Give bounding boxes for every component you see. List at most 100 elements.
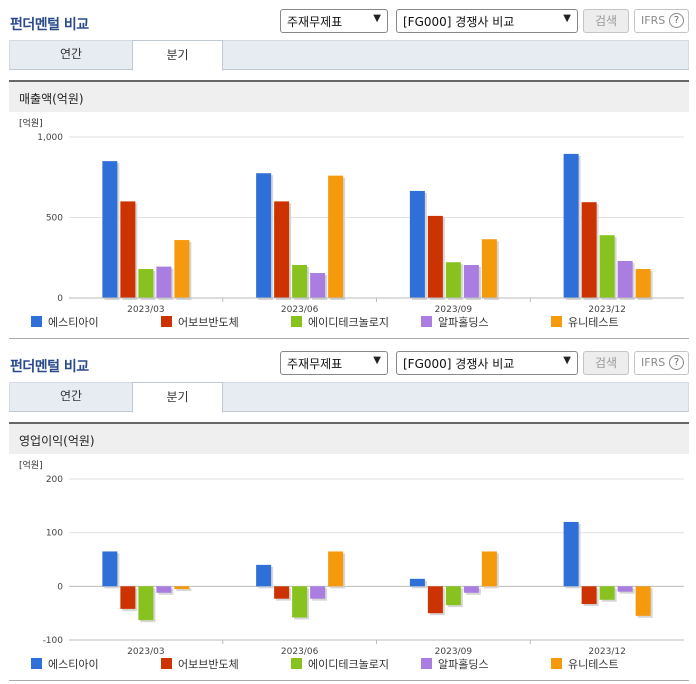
- bar: [274, 201, 290, 298]
- help-icon: ?: [669, 13, 684, 28]
- chevron-down-icon: ▼: [563, 13, 571, 24]
- bar: [463, 586, 479, 593]
- legend-swatch: [291, 658, 302, 669]
- bar: [156, 586, 172, 593]
- legend-swatch: [31, 316, 42, 327]
- x-tick-label: 2023/12: [588, 647, 625, 657]
- legend-swatch: [551, 658, 562, 669]
- tab-annual[interactable]: 연간: [59, 389, 83, 403]
- panel-title: 펀더멘털 비교: [10, 359, 89, 375]
- bar: [328, 175, 344, 298]
- bar: [445, 262, 461, 298]
- statement-type-select[interactable]: 주재무제표 ▼: [280, 351, 388, 375]
- bar: [328, 551, 344, 587]
- bar: [617, 260, 633, 298]
- legend-swatch: [421, 316, 432, 327]
- period-tabs: 연간 분기: [9, 40, 689, 71]
- section-header: 영업이익(억원): [9, 422, 689, 454]
- bar: [174, 586, 190, 590]
- bar: [409, 578, 425, 587]
- tab-quarterly[interactable]: 분기: [132, 382, 223, 413]
- chevron-down-icon: ▼: [563, 355, 571, 366]
- bar: [256, 173, 272, 298]
- bar: [120, 586, 136, 609]
- x-tick-label: 2023/12: [588, 305, 625, 315]
- revenue-chart: [억원] 0 500 1,000 2023/03 2023/06 2023/09 2023/1…: [9, 114, 689, 339]
- y-unit-label: [억원]: [19, 117, 43, 129]
- bar: [427, 215, 443, 298]
- y-tick-label: 1,000: [37, 133, 63, 143]
- chevron-down-icon: ▼: [373, 355, 381, 366]
- bar: [174, 240, 190, 298]
- y-tick-label: 500: [46, 214, 63, 224]
- ifrs-help-button[interactable]: IFRS ?: [634, 9, 689, 33]
- legend-label: 에이디테크놀로지: [308, 658, 389, 671]
- bar: [481, 239, 497, 298]
- x-tick-label: 2023/09: [435, 647, 473, 657]
- statement-type-select[interactable]: 주재무제표 ▼: [280, 9, 388, 33]
- legend-swatch: [291, 316, 302, 327]
- bar: [445, 586, 461, 606]
- bar: [635, 586, 651, 616]
- bar: [427, 586, 443, 614]
- ifrs-label: IFRS: [641, 14, 666, 27]
- legend-label: 에이디테크놀로지: [308, 316, 389, 329]
- bar: [274, 586, 290, 599]
- bar: [138, 269, 154, 298]
- legend-swatch: [161, 658, 172, 669]
- bar: [481, 551, 497, 587]
- legend-label: 에스티아이: [48, 316, 99, 329]
- bar: [599, 586, 615, 600]
- y-tick-label: 200: [46, 475, 63, 485]
- x-tick-label: 2023/06: [281, 305, 319, 315]
- legend-label: 어보브반도체: [178, 316, 239, 329]
- compare-group-select[interactable]: [FG000] 경쟁사 비교 ▼: [396, 9, 578, 33]
- operating-profit-chart-svg: [억원] -100 0 100 200 2023/03 2023/06 2023/09 2023…: [19, 459, 684, 671]
- help-icon: ?: [669, 355, 684, 370]
- ifrs-label: IFRS: [641, 356, 666, 369]
- x-tick-label: 2023/03: [127, 305, 164, 315]
- bar: [102, 551, 118, 587]
- panel-title: 펀더멘털 비교: [10, 17, 89, 33]
- search-button[interactable]: 검색: [583, 351, 629, 375]
- statement-type-value: 주재무제표: [287, 15, 343, 29]
- fundamental-panel-revenue: 펀더멘털 비교 주재무제표 ▼ [FG000] 경쟁사 비교 ▼ 검색 IFRS…: [0, 0, 696, 340]
- y-tick-label: 0: [57, 294, 63, 304]
- compare-group-value: [FG000] 경쟁사 비교: [403, 357, 515, 371]
- legend-label: 알파홀딩스: [438, 315, 489, 329]
- bar: [409, 190, 425, 298]
- bar: [292, 586, 308, 618]
- y-tick-label: 100: [46, 529, 63, 539]
- legend-label: 알파홀딩스: [438, 657, 489, 671]
- search-button[interactable]: 검색: [583, 9, 629, 33]
- section-header: 매출액(억원): [9, 80, 689, 112]
- bar: [463, 264, 479, 298]
- y-tick-label: -100: [43, 636, 64, 646]
- legend-swatch: [161, 316, 172, 327]
- legend-label: 유니테스트: [568, 658, 619, 671]
- x-tick-label: 2023/09: [435, 305, 473, 315]
- ifrs-help-button[interactable]: IFRS ?: [634, 351, 689, 375]
- bar: [138, 586, 154, 621]
- bar: [256, 564, 272, 587]
- statement-type-value: 주재무제표: [287, 357, 343, 371]
- bar: [563, 153, 579, 298]
- bar: [102, 161, 118, 298]
- compare-group-select[interactable]: [FG000] 경쟁사 비교 ▼: [396, 351, 578, 375]
- legend-swatch: [421, 658, 432, 669]
- bar: [599, 235, 615, 298]
- legend-label: 유니테스트: [568, 316, 619, 329]
- revenue-chart-svg: [억원] 0 500 1,000 2023/03 2023/06 2023/09 2023/1…: [19, 117, 684, 329]
- x-tick-label: 2023/03: [127, 647, 164, 657]
- bar: [617, 586, 633, 592]
- operating-profit-chart: [억원] -100 0 100 200 2023/03 2023/06 2023/09 2023…: [9, 456, 689, 681]
- tab-annual[interactable]: 연간: [59, 47, 83, 61]
- legend-label: 어보브반도체: [178, 658, 239, 671]
- tab-quarterly[interactable]: 분기: [132, 40, 223, 71]
- bar: [310, 273, 326, 298]
- bar: [581, 586, 597, 605]
- chevron-down-icon: ▼: [373, 13, 381, 24]
- legend-label: 에스티아이: [48, 658, 99, 671]
- period-tabs: 연간 분기: [9, 382, 689, 413]
- legend-swatch: [551, 316, 562, 327]
